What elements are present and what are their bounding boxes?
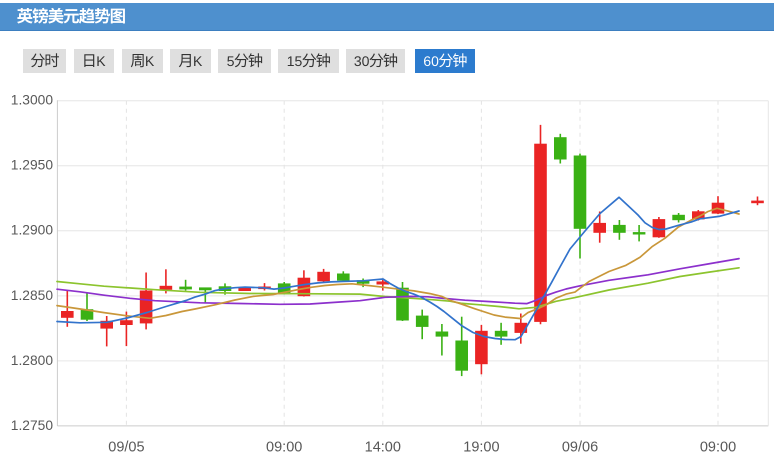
svg-text:09/06: 09/06 — [562, 439, 598, 455]
svg-text:1.2950: 1.2950 — [11, 158, 54, 173]
svg-text:09/05: 09/05 — [108, 439, 144, 455]
svg-text:1.2900: 1.2900 — [11, 223, 54, 238]
svg-text:09:00: 09:00 — [266, 439, 302, 455]
svg-text:1.2850: 1.2850 — [11, 288, 54, 303]
svg-text:1.2800: 1.2800 — [11, 353, 54, 368]
svg-text:1.2750: 1.2750 — [11, 418, 54, 433]
svg-text:1.3000: 1.3000 — [11, 93, 54, 108]
svg-text:19:00: 19:00 — [463, 439, 499, 455]
svg-text:09:00: 09:00 — [700, 439, 736, 455]
svg-text:14:00: 14:00 — [365, 439, 401, 455]
